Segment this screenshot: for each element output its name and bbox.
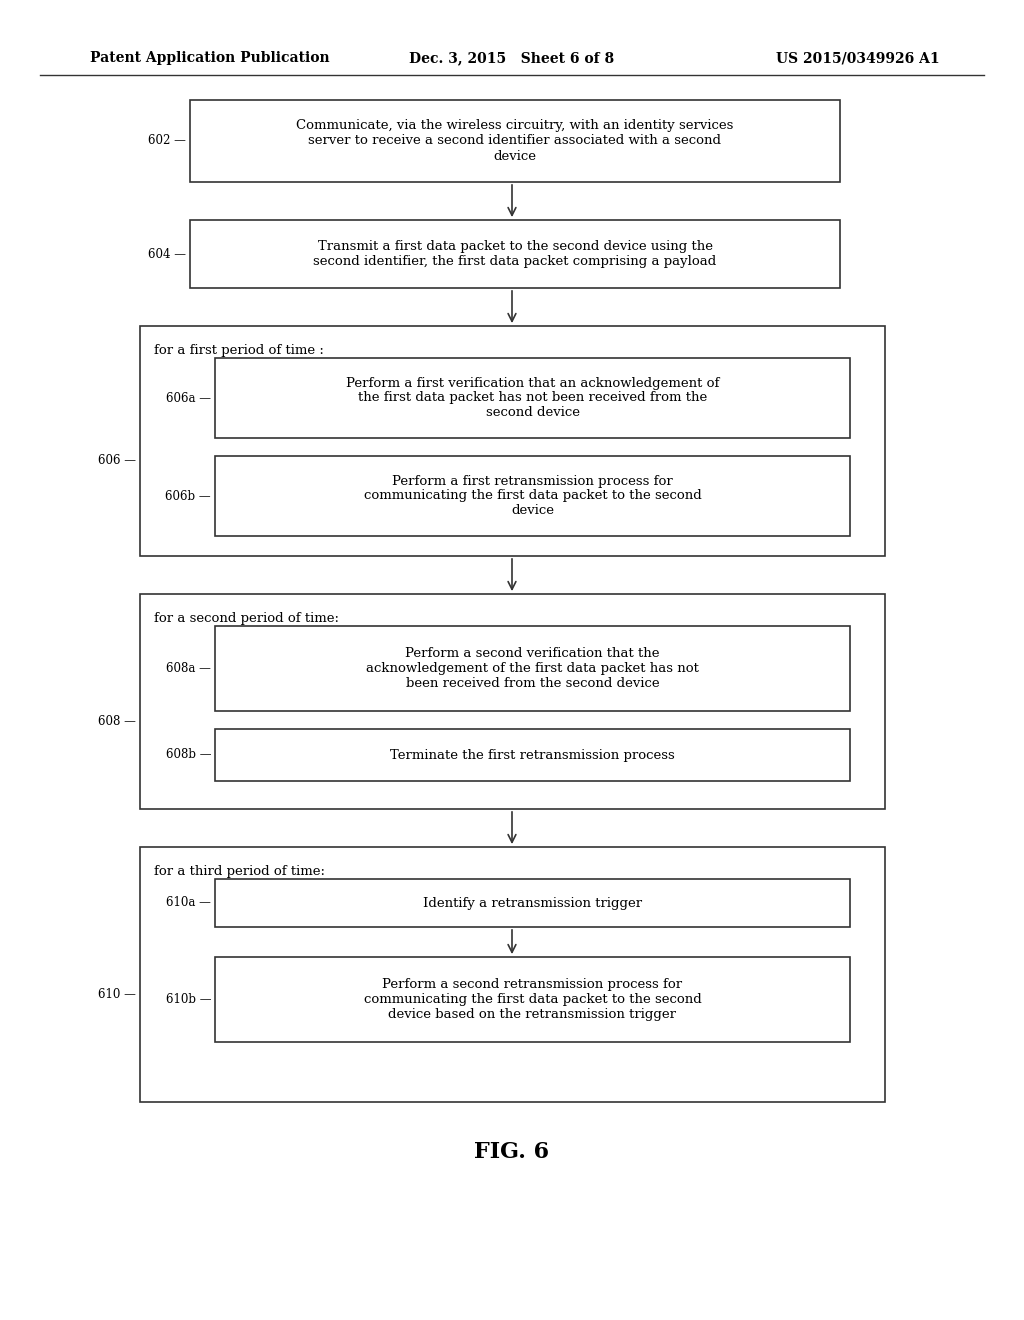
Text: for a second period of time:: for a second period of time: (154, 612, 339, 624)
Bar (190, 100, 840, 182)
Text: Perform a second retransmission process for
communicating the first data packet : Perform a second retransmission process … (364, 978, 701, 1020)
Text: 604 —: 604 — (148, 248, 186, 260)
Text: Transmit a first data packet to the second device using the
second identifier, t: Transmit a first data packet to the seco… (313, 240, 717, 268)
Bar (215, 729, 850, 781)
Text: 602 —: 602 — (148, 135, 186, 148)
Text: Perform a first verification that an acknowledgement of
the first data packet ha: Perform a first verification that an ack… (346, 376, 719, 420)
Bar (215, 626, 850, 711)
Text: Identify a retransmission trigger: Identify a retransmission trigger (423, 896, 642, 909)
Text: Dec. 3, 2015   Sheet 6 of 8: Dec. 3, 2015 Sheet 6 of 8 (410, 51, 614, 65)
Bar (190, 220, 840, 288)
Text: Communicate, via the wireless circuitry, with an identity services
server to rec: Communicate, via the wireless circuitry,… (296, 120, 733, 162)
Text: 606b —: 606b — (165, 490, 211, 503)
Bar (140, 594, 885, 809)
Text: 610a —: 610a — (166, 896, 211, 909)
Text: for a first period of time :: for a first period of time : (154, 345, 324, 356)
Bar (140, 847, 885, 1102)
Bar (215, 358, 850, 438)
Bar (140, 326, 885, 556)
Text: 608 —: 608 — (98, 715, 136, 729)
Text: 610 —: 610 — (98, 987, 136, 1001)
Text: Terminate the first retransmission process: Terminate the first retransmission proce… (390, 748, 675, 762)
Text: 606 —: 606 — (98, 454, 136, 467)
Text: 606a —: 606a — (166, 392, 211, 404)
Text: Patent Application Publication: Patent Application Publication (90, 51, 330, 65)
Bar (215, 455, 850, 536)
Bar (215, 879, 850, 927)
Text: US 2015/0349926 A1: US 2015/0349926 A1 (776, 51, 940, 65)
Text: for a third period of time:: for a third period of time: (154, 865, 325, 878)
Text: Perform a second verification that the
acknowledgement of the first data packet : Perform a second verification that the a… (366, 647, 699, 690)
Text: 610b —: 610b — (166, 993, 211, 1006)
Text: FIG. 6: FIG. 6 (474, 1140, 550, 1163)
Text: 608a —: 608a — (166, 663, 211, 675)
Text: Perform a first retransmission process for
communicating the first data packet t: Perform a first retransmission process f… (364, 474, 701, 517)
Bar (215, 957, 850, 1041)
Text: 608b —: 608b — (166, 748, 211, 762)
